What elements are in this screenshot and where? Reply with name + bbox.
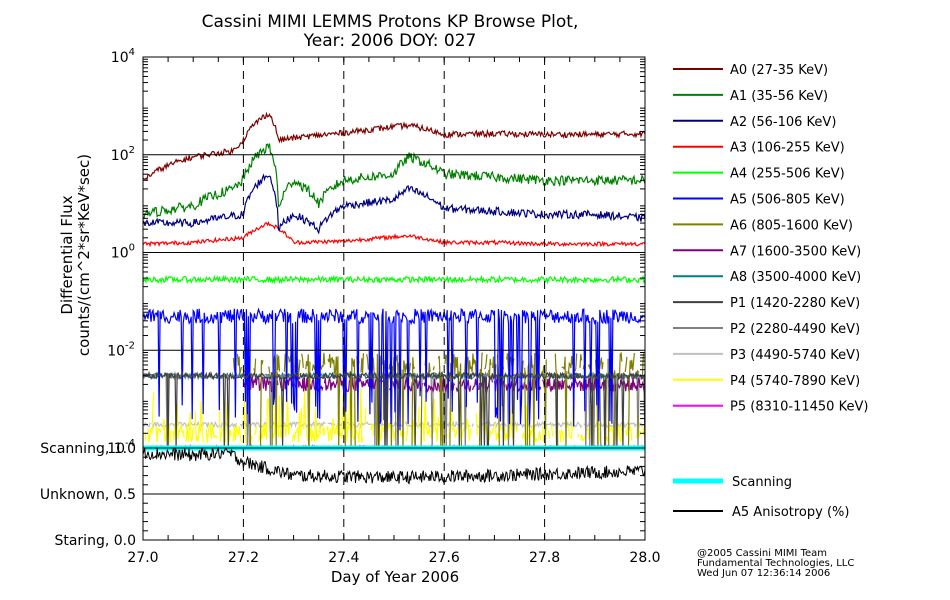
legend-label: P1 (1420-2280 KeV)	[730, 296, 860, 311]
chart-titles: Cassini MIMI LEMMS Protons KP Browse Plo…	[202, 12, 579, 51]
chart-subtitle: Year: 2006 DOY: 027	[303, 31, 477, 51]
legend-label: P3 (4490-5740 KeV)	[730, 348, 860, 363]
y-tick-label-1: 102	[111, 145, 135, 164]
axes: 104 102 100 10-2 10-4 27.0 27.2 27.4 27.6 27.8 28.…	[40, 47, 661, 566]
legend-label: A7 (1600-3500 KeV)	[730, 244, 861, 259]
legend-item: P3 (4490-5740 KeV)	[673, 348, 860, 363]
x-tick-label-2: 27.4	[328, 550, 359, 566]
legend-label: A6 (805-1600 KeV)	[730, 218, 853, 233]
legend-item: Scanning	[673, 475, 792, 490]
legend-label: A0 (27-35 KeV)	[730, 63, 828, 78]
y-tick-label-4: 10-4	[107, 438, 135, 457]
series-line-a3	[142, 221, 646, 248]
legend-label: P4 (5740-7890 KeV)	[730, 374, 860, 389]
legend-label: A5 (506-805 KeV)	[730, 193, 845, 208]
legend-item: A0 (27-35 KeV)	[673, 63, 828, 78]
legend-item: P1 (1420-2280 KeV)	[673, 296, 860, 311]
x-tick-label-4: 27.8	[529, 550, 560, 566]
x-axis-label: Day of Year 2006	[331, 568, 459, 586]
series-line-a0	[142, 111, 646, 181]
series-line-a4	[142, 274, 646, 285]
legend-item: A7 (1600-3500 KeV)	[673, 244, 861, 259]
flux-plot-area	[142, 111, 646, 449]
series-line-p3	[142, 420, 646, 430]
y-tick-label-0: 104	[111, 47, 135, 66]
x-tick-label-3: 27.6	[429, 550, 460, 566]
legend: A0 (27-35 KeV) A1 (35-56 KeV) A2 (56-106 K…	[673, 63, 868, 520]
y-axis-label-line1: Differential Flux	[58, 195, 76, 314]
series-line-a1	[142, 143, 646, 220]
credit-line-1: @2005 Cassini MIMI Team	[697, 548, 827, 559]
legend-item: A8 (3500-4000 KeV)	[673, 270, 861, 285]
legend-label: A1 (35-56 KeV)	[730, 89, 828, 104]
legend-item: P2 (2280-4490 KeV)	[673, 322, 860, 337]
legend-label: A8 (3500-4000 KeV)	[730, 270, 861, 285]
legend-item: A2 (56-106 KeV)	[673, 115, 836, 130]
series-line-a5	[142, 307, 646, 431]
legend-item: A1 (35-56 KeV)	[673, 89, 828, 104]
legend-item: P5 (8310-11450 KeV)	[673, 400, 868, 415]
legend-item: A3 (106-255 KeV)	[673, 141, 845, 156]
chart-title: Cassini MIMI LEMMS Protons KP Browse Plo…	[202, 12, 579, 32]
status-tick-label-2: Staring, 0.0	[54, 533, 136, 549]
x-tick-label-1: 27.2	[228, 550, 259, 566]
legend-item: P4 (5740-7890 KeV)	[673, 374, 860, 389]
y-axis-label-line2: counts/(cm^2*sr*KeV*sec)	[75, 154, 93, 356]
y-tick-label-3: 10-2	[107, 340, 135, 359]
x-tick-label-0: 27.0	[127, 550, 158, 566]
legend-label: P2 (2280-4490 KeV)	[730, 322, 860, 337]
legend-label: A3 (106-255 KeV)	[730, 141, 845, 156]
y-tick-label-2: 100	[111, 243, 135, 262]
status-tick-label-1: Unknown, 0.5	[40, 487, 136, 503]
anisotropy-line	[142, 446, 646, 485]
series-line-a2	[142, 173, 646, 235]
legend-label: A5 Anisotropy (%)	[732, 505, 849, 520]
status-tick-label-0: Scanning, 1.0	[40, 441, 136, 457]
legend-item: A5 Anisotropy (%)	[673, 505, 849, 520]
legend-label: A2 (56-106 KeV)	[730, 115, 836, 130]
series-line-p1	[142, 370, 646, 449]
credit-line-2: Fundamental Technologies, LLC	[697, 558, 854, 569]
credits: @2005 Cassini MIMI Team Fundamental Tech…	[697, 548, 854, 579]
credit-line-3: Wed Jun 07 12:36:14 2006	[697, 568, 830, 579]
legend-label: P5 (8310-11450 KeV)	[730, 400, 868, 415]
legend-item: A4 (255-506 KeV)	[673, 167, 845, 182]
status-plot-frame	[142, 447, 646, 541]
x-tick-label-5: 28.0	[629, 550, 660, 566]
legend-label: A4 (255-506 KeV)	[730, 167, 845, 182]
legend-item: A6 (805-1600 KeV)	[673, 218, 853, 233]
legend-item: A5 (506-805 KeV)	[673, 193, 845, 208]
y-axis-label: Differential Flux counts/(cm^2*sr*KeV*se…	[58, 154, 93, 356]
legend-label: Scanning	[732, 475, 792, 490]
status-plot-area	[142, 445, 646, 485]
